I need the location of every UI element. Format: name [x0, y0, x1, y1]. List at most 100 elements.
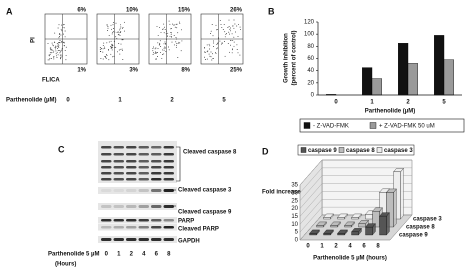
- scatter-dot: [212, 58, 214, 59]
- scatter-dot: [103, 42, 105, 44]
- scatter-dot: [60, 58, 61, 60]
- lane-label: 0: [105, 252, 109, 258]
- scatter-dot: [210, 56, 212, 58]
- legend-box: [297, 144, 415, 156]
- legend-label: caspase 8: [346, 148, 375, 154]
- blot-band: [126, 178, 137, 181]
- scatter-dot: [233, 19, 235, 21]
- scatter-dot: [156, 25, 158, 27]
- scatter-dot: [55, 50, 57, 52]
- scatter-dot: [102, 58, 104, 60]
- grid-line: [299, 214, 323, 241]
- scatter-dot: [63, 44, 65, 46]
- scatter-dot: [60, 51, 62, 53]
- scatter-dot: [159, 43, 161, 45]
- blot-band: [138, 153, 149, 156]
- scatter-dot: [122, 38, 124, 40]
- scatter-dot: [157, 52, 159, 53]
- scatter-dot: [53, 41, 55, 43]
- scatter-dot: [160, 51, 162, 53]
- blot-strip: [98, 176, 177, 183]
- y-tick-label: 20: [291, 206, 298, 212]
- blot-band: [101, 205, 112, 208]
- x-tick-label: 5: [442, 100, 446, 106]
- scatter-dot: [181, 40, 183, 42]
- scatter-dot: [227, 27, 229, 28]
- grid-line: [299, 183, 323, 209]
- scatter-dot: [211, 24, 213, 25]
- scatter-dot: [152, 48, 154, 50]
- bar: [344, 225, 352, 228]
- scatter-dot: [58, 34, 60, 36]
- scatter-dot: [237, 52, 239, 54]
- bar: [323, 233, 331, 236]
- scatter-dot: [58, 44, 60, 46]
- scatter-dot: [224, 55, 226, 57]
- scatter-dot: [61, 47, 63, 49]
- scatter-dot: [234, 23, 236, 25]
- grid-line: [299, 199, 323, 225]
- scatter-dot: [104, 55, 106, 57]
- scatter-dot: [111, 33, 113, 35]
- scatter-dot: [123, 21, 125, 23]
- scatter-dot: [107, 30, 109, 31]
- scatter-dot: [100, 58, 102, 60]
- scatter-dot: [175, 23, 177, 25]
- scatter-dot: [216, 48, 217, 50]
- scatter-dot: [176, 44, 177, 46]
- scatter-dot: [58, 37, 60, 39]
- scatter-dot: [117, 51, 118, 53]
- bar: [386, 192, 394, 228]
- blot-strip: [98, 236, 177, 243]
- blot-band: [163, 146, 174, 149]
- grid-line: [299, 167, 323, 193]
- scatter-dot: [153, 52, 155, 54]
- scatter-dot: [112, 22, 114, 24]
- scatter-dot: [178, 41, 180, 43]
- grid-line: [299, 159, 323, 186]
- scatter-dot: [210, 30, 212, 32]
- bar: [443, 59, 454, 96]
- scatter-dot: [209, 48, 210, 50]
- scatter-dot: [221, 27, 223, 29]
- scatter-dot: [118, 32, 120, 34]
- blot-band: [113, 189, 124, 192]
- scatter-dot: [116, 38, 118, 40]
- y-tick-label: 0: [311, 93, 315, 99]
- scatter-dot: [120, 30, 122, 32]
- scatter-dot: [56, 55, 58, 57]
- scatter-dot: [177, 43, 179, 45]
- scatter-dot: [63, 27, 65, 29]
- y-axis-label: Growth inhibition: [284, 33, 290, 83]
- scatter-dot: [176, 27, 178, 29]
- scatter-dot: [110, 45, 112, 47]
- blot-band: [163, 172, 174, 175]
- y-tick-label: 30: [291, 190, 298, 196]
- band-label: Cleaved PARP: [178, 227, 219, 233]
- blot-band: [151, 166, 162, 169]
- scatter-dot: [168, 49, 170, 51]
- scatter-dot: [162, 49, 164, 51]
- x-axis-label: Parthenolide (µM): [365, 109, 415, 115]
- scatter-dot: [165, 33, 167, 35]
- scatter-dot: [119, 28, 121, 30]
- scatter-dot: [224, 36, 226, 38]
- y-tick-label: 10: [291, 222, 298, 228]
- scatter-dot: [162, 28, 164, 30]
- scatter-dot: [164, 26, 165, 28]
- scatter-dot: [58, 42, 60, 43]
- scatter-dot: [155, 59, 157, 60]
- scatter-dot: [119, 35, 121, 37]
- scatter-dot: [162, 54, 164, 55]
- scatter-dot: [206, 58, 208, 60]
- blot-band: [113, 205, 124, 208]
- percent-label: 26%: [230, 8, 243, 14]
- scatter-dot: [53, 56, 55, 57]
- scatter-dot: [180, 50, 182, 52]
- bar: [337, 217, 345, 220]
- scatter-dot: [121, 39, 123, 41]
- scatter-dot: [157, 56, 158, 57]
- bar-side: [393, 188, 397, 228]
- grid-line: [299, 207, 323, 233]
- band-label: Cleaved caspase 3: [178, 188, 232, 194]
